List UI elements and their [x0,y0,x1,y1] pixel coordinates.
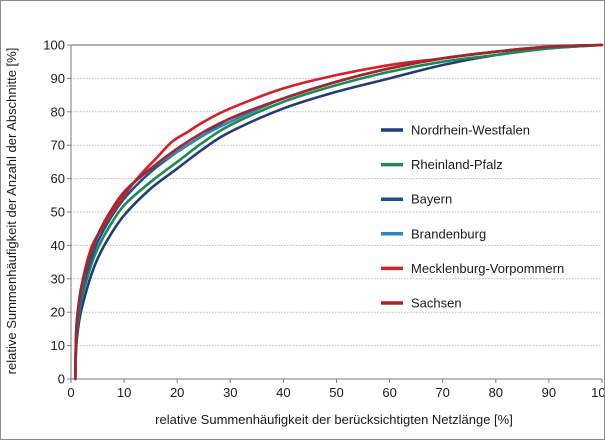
y-tick-label-60: 60 [51,171,65,186]
y-tick-label-70: 70 [51,138,65,153]
x-tick-label-50: 50 [329,385,343,400]
x-tick-label-90: 90 [542,385,556,400]
y-tick-labels: 0 10 20 30 40 50 60 70 80 90 100 [43,38,71,387]
x-tick-label-100: 100 [591,385,604,400]
x-tick-labels: 0 10 20 30 40 50 60 70 80 90 100 [67,379,604,400]
x-tick-label-0: 0 [67,385,74,400]
legend-label-3: Brandenburg [411,226,486,241]
series-layer [73,43,604,381]
y-tick-label-30: 30 [51,271,65,286]
x-tick-label-80: 80 [489,385,503,400]
y-tick-label-40: 40 [51,238,65,253]
y-tick-label-10: 10 [51,338,65,353]
y-tick-label-0: 0 [58,372,65,387]
legend-label-2: Bayern [411,192,452,207]
series-line-0 [73,43,604,381]
x-tick-label-30: 30 [223,385,237,400]
x-axis-label: relative Summenhäufigkeit der berücksich… [155,412,513,427]
y-tick-label-80: 80 [51,104,65,119]
x-tick-label-70: 70 [435,385,449,400]
grid-layer [71,44,602,347]
legend: Nordrhein-Westfalen Rheinland-Pfalz Bayern… [381,123,564,311]
y-tick-label-20: 20 [51,305,65,320]
x-tick-label-10: 10 [117,385,131,400]
x-tick-label-20: 20 [170,385,184,400]
y-tick-label-90: 90 [51,71,65,86]
x-tick-label-40: 40 [276,385,290,400]
y-tick-label-50: 50 [51,205,65,220]
legend-label-4: Mecklenburg-Vorpommern [411,261,564,276]
legend-label-5: Sachsen [411,296,462,311]
series-line-1 [73,43,604,381]
legend-label-0: Nordrhein-Westfalen [411,123,530,138]
x-tick-label-60: 60 [382,385,396,400]
y-tick-label-100: 100 [43,38,65,53]
series-line-5 [73,43,604,381]
y-axis-label: relative Summenhäufigkeit der Anzahl der… [4,48,19,375]
legend-label-1: Rheinland-Pfalz [411,157,503,172]
